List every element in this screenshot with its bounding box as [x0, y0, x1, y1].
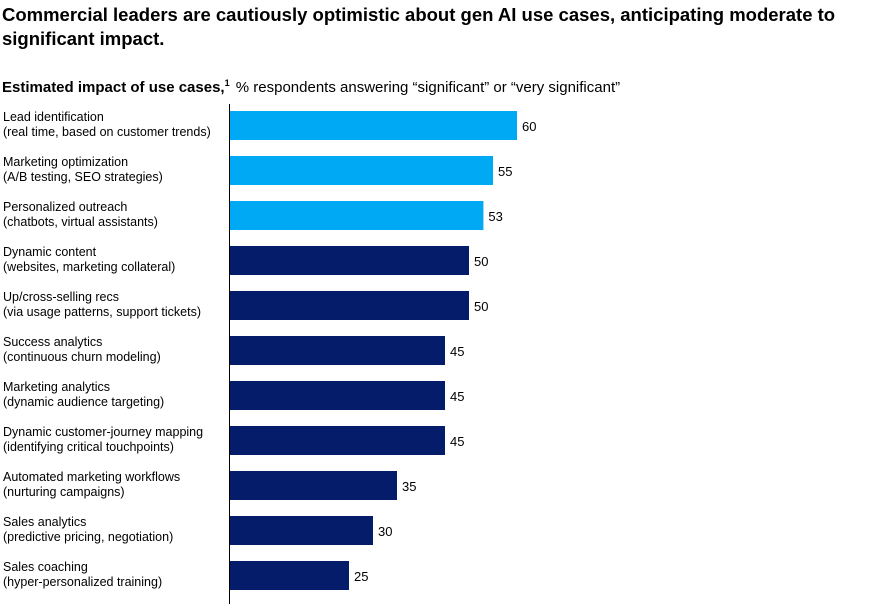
bar-9: [229, 516, 373, 545]
bar-8: [229, 471, 397, 500]
category-label-8-0: Automated marketing workflows: [3, 470, 180, 484]
bar-6: [229, 381, 445, 410]
subtitle-rest: % respondents answering “significant” or…: [235, 79, 621, 96]
value-label-8: 35: [402, 479, 416, 494]
category-label-5-0: Success analytics: [3, 335, 102, 349]
category-label-8-1: (nurturing campaigns): [3, 485, 125, 499]
bar-1: [229, 156, 493, 185]
category-label-9-0: Sales analytics: [3, 515, 86, 529]
category-label-2-1: (chatbots, virtual assistants): [3, 215, 158, 229]
value-label-0: 60: [522, 119, 536, 134]
category-label-0-1: (real time, based on customer trends): [3, 125, 211, 139]
chart-title: Commercial leaders are cautiously optimi…: [2, 4, 836, 49]
category-label-3-0: Dynamic content: [3, 245, 97, 259]
value-label-1: 55: [498, 164, 512, 179]
category-label-10-1: (hyper-personalized training): [3, 575, 162, 589]
bar-4: [229, 291, 469, 320]
category-label-7-0: Dynamic customer-journey mapping: [3, 425, 203, 439]
category-label-9-1: (predictive pricing, negotiation): [3, 530, 173, 544]
value-label-4: 50: [474, 299, 488, 314]
category-label-3-1: (websites, marketing collateral): [3, 260, 175, 274]
bar-0: [229, 111, 517, 140]
bar-10: [229, 561, 349, 590]
category-label-5-1: (continuous churn modeling): [3, 350, 161, 364]
value-label-2: 53: [488, 209, 502, 224]
value-label-7: 45: [450, 434, 464, 449]
category-label-6-0: Marketing analytics: [3, 380, 110, 394]
value-label-6: 45: [450, 389, 464, 404]
footnote-marker: 1: [224, 78, 230, 88]
value-label-10: 25: [354, 569, 368, 584]
category-label-1-0: Marketing optimization: [3, 155, 128, 169]
value-label-5: 45: [450, 344, 464, 359]
bar-2: [229, 201, 484, 230]
category-label-7-1: (identifying critical touchpoints): [3, 440, 174, 454]
chart-subtitle: Estimated impact of use cases,1 % respon…: [2, 73, 620, 98]
category-label-0-0: Lead identification: [3, 110, 104, 124]
category-label-6-1: (dynamic audience targeting): [3, 395, 164, 409]
category-label-4-0: Up/cross-selling recs: [3, 290, 119, 304]
category-label-4-1: (via usage patterns, support tickets): [3, 305, 201, 319]
bar-3: [229, 246, 469, 275]
bar-5: [229, 336, 445, 365]
category-label-10-0: Sales coaching: [3, 560, 88, 574]
value-label-3: 50: [474, 254, 488, 269]
subtitle-bold: Estimated impact of use cases,: [2, 79, 225, 96]
bar-7: [229, 426, 445, 455]
category-label-1-1: (A/B testing, SEO strategies): [3, 170, 163, 184]
value-label-9: 30: [378, 524, 392, 539]
category-label-2-0: Personalized outreach: [3, 200, 127, 214]
